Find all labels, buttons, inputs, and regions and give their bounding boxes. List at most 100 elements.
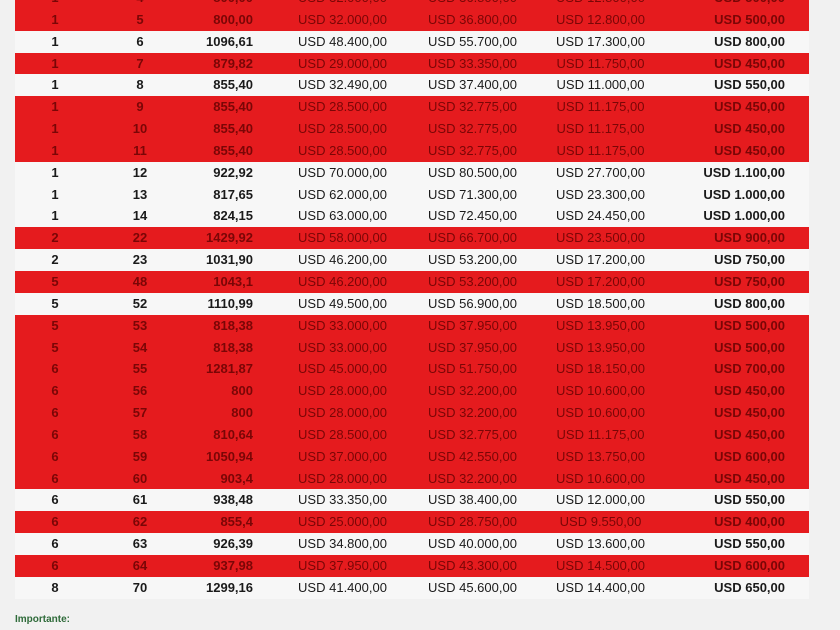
unit-cell: 13 [132, 186, 148, 202]
unit-cell: 59 [132, 448, 148, 464]
down-payment-cell: USD 11.175,00 [556, 99, 645, 115]
price-cell: USD 28.500,00 [298, 426, 387, 442]
table-row: 5 52 1110,99 USD 49.500,00 USD 56.900,00 USD … [15, 292, 809, 315]
floor-cell: 1 [45, 0, 65, 9]
price-alt-cell: USD 51.750,00 [428, 361, 517, 377]
installment-cell: USD 450,00 [714, 470, 785, 486]
price-cell: USD 28.500,00 [298, 99, 387, 115]
down-payment-cell: USD 13.600,00 [556, 536, 645, 552]
down-payment-cell: USD 11.000,00 [556, 77, 645, 93]
installment-cell: USD 750,00 [714, 252, 785, 268]
table-row: 1 12 922,92 USD 70.000,00 USD 80.500,00 USD 2… [15, 161, 809, 184]
installment-cell: USD 450,00 [714, 121, 785, 137]
down-payment-cell: USD 9.550,00 [559, 514, 642, 530]
table-row: 2 23 1031,90 USD 46.200,00 USD 53.200,00 USD … [15, 249, 809, 271]
price-cell: USD 32.000,00 [298, 11, 387, 27]
floor-cell: 6 [51, 557, 59, 573]
price-alt-cell: USD 28.750,00 [428, 514, 517, 530]
table-row: 5 54 818,38 USD 33.000,00 USD 37.950,00 USD 1… [15, 336, 809, 359]
area-cell: 922,92 [213, 164, 253, 180]
area-cell: 855,40 [213, 99, 253, 115]
table-row: 6 61 938,48 USD 33.350,00 USD 38.400,00 USD 1… [15, 489, 809, 512]
floor-cell: 1 [51, 186, 59, 202]
down-payment-cell: USD 10.600,00 [556, 383, 645, 399]
price-alt-cell: USD 36.800,00 [428, 11, 517, 27]
installment-cell: USD 650,00 [714, 579, 785, 595]
area-cell: 938,48 [213, 492, 253, 508]
area-cell: 1429,92 [206, 230, 253, 246]
floor-cell: 2 [51, 230, 59, 246]
installment-cell: USD 500,00 [714, 339, 785, 355]
table-row: 6 63 926,39 USD 34.800,00 USD 40.000,00 USD 1… [15, 533, 809, 555]
price-table: 14 800,00 USD 32.000,00 USD 36.800,00 USD 12… [15, 0, 809, 599]
unit-cell: 61 [132, 492, 148, 508]
price-alt-cell: USD 38.400,00 [428, 492, 517, 508]
price-cell: USD 49.500,00 [298, 295, 387, 311]
price-cell: USD 32.490,00 [298, 77, 387, 93]
table-row: 1 13 817,65 USD 62.000,00 USD 71.300,00 USD 2… [15, 183, 809, 206]
price-alt-cell: USD 43.300,00 [428, 557, 517, 573]
area-cell: 937,98 [213, 557, 253, 573]
unit-cell: 56 [132, 383, 148, 399]
unit-cell: 14 [132, 208, 148, 224]
area-cell: 800,00 [193, 0, 253, 9]
price-alt-cell: USD 37.950,00 [428, 339, 517, 355]
price-alt-cell: USD 45.600,00 [428, 579, 517, 595]
floor-cell: 6 [51, 361, 59, 377]
unit-cell: 57 [132, 405, 148, 421]
table-row: 1 8 855,40 USD 32.490,00 USD 37.400,00 USD 11… [15, 74, 809, 97]
installment-cell: USD 500,00 [680, 0, 785, 9]
price-cell: USD 46.200,00 [298, 252, 387, 268]
table-row: 1 9 855,40 USD 28.500,00 USD 32.775,00 USD 11… [15, 96, 809, 119]
down-payment-cell: USD 18.150,00 [556, 361, 645, 377]
table-row: 6 56 800 USD 28.000,00 USD 32.200,00 USD 10.6… [15, 380, 809, 403]
price-alt-cell: USD 37.950,00 [428, 317, 517, 333]
price-cell: USD 70.000,00 [298, 164, 387, 180]
price-alt-cell: USD 36.800,00 [420, 0, 525, 9]
down-payment-cell: USD 12.800,00 [556, 11, 645, 27]
price-cell: USD 25.000,00 [298, 514, 387, 530]
unit-cell: 23 [132, 252, 148, 268]
unit-cell: 52 [132, 295, 148, 311]
down-payment-cell: USD 12.800,00 [548, 0, 653, 9]
floor-cell: 1 [51, 208, 59, 224]
area-cell: 879,82 [213, 55, 253, 71]
area-cell: 926,39 [213, 536, 253, 552]
floor-cell: 1 [51, 55, 59, 71]
area-cell: 800,00 [213, 11, 253, 27]
floor-cell: 6 [51, 405, 59, 421]
installment-cell: USD 750,00 [714, 273, 785, 289]
unit-cell: 55 [132, 361, 148, 377]
price-cell: USD 62.000,00 [298, 186, 387, 202]
price-cell: USD 33.000,00 [298, 339, 387, 355]
installment-cell: USD 700,00 [714, 361, 785, 377]
floor-cell: 1 [51, 121, 59, 137]
unit-cell: 11 [133, 142, 147, 158]
installment-cell: USD 800,00 [714, 295, 785, 311]
unit-cell: 70 [132, 579, 148, 595]
floor-cell: 1 [51, 77, 59, 93]
price-cell: USD 28.000,00 [298, 383, 387, 399]
table-row: 6 64 937,98 USD 37.950,00 USD 43.300,00 USD 1… [15, 554, 809, 577]
down-payment-cell: USD 17.200,00 [556, 252, 645, 268]
area-cell: 1110,99 [207, 295, 253, 311]
floor-cell: 6 [51, 514, 59, 530]
down-payment-cell: USD 10.600,00 [556, 470, 645, 486]
area-cell: 1031,90 [206, 252, 253, 268]
price-alt-cell: USD 32.200,00 [428, 470, 517, 486]
price-alt-cell: USD 32.200,00 [428, 405, 517, 421]
area-cell: 824,15 [213, 208, 253, 224]
floor-cell: 6 [51, 383, 59, 399]
price-cell: USD 28.500,00 [298, 142, 387, 158]
floor-cell: 8 [51, 579, 59, 595]
price-alt-cell: USD 55.700,00 [428, 33, 517, 49]
installment-cell: USD 450,00 [714, 405, 785, 421]
price-cell: USD 46.200,00 [298, 273, 387, 289]
area-cell: 1281,87 [206, 361, 253, 377]
down-payment-cell: USD 12.000,00 [556, 492, 645, 508]
down-payment-cell: USD 17.200,00 [556, 273, 645, 289]
unit-cell: 6 [136, 33, 144, 49]
price-cell: USD 48.400,00 [298, 33, 387, 49]
price-alt-cell: USD 72.450,00 [428, 208, 517, 224]
price-alt-cell: USD 37.400,00 [428, 77, 517, 93]
